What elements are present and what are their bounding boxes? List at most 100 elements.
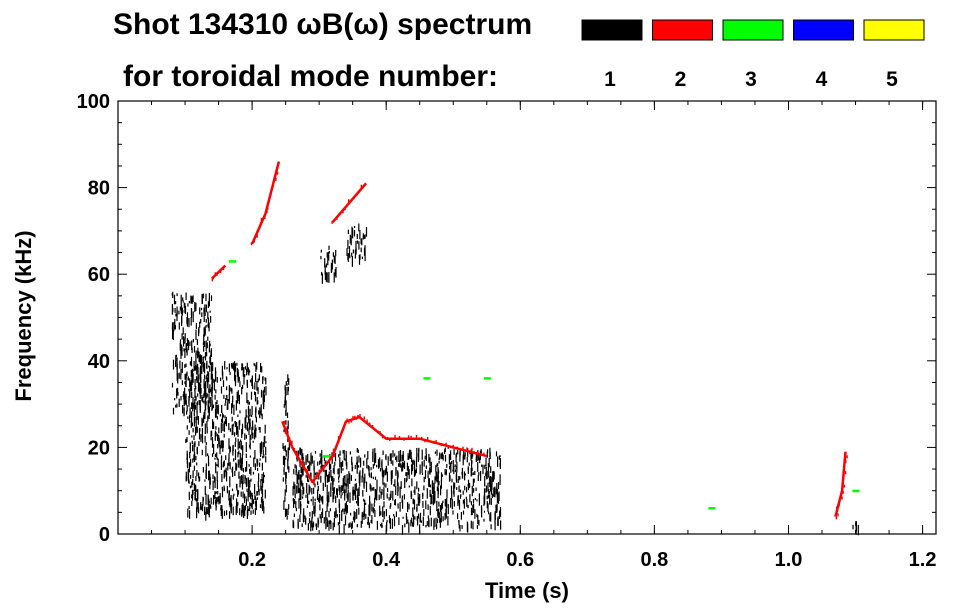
spectral-point-mode-1	[194, 301, 196, 313]
spectral-point-mode-1	[317, 481, 319, 486]
spectral-point-mode-1	[261, 366, 263, 373]
spectral-point-mode-1	[472, 478, 474, 487]
spectral-point-mode-1	[199, 307, 201, 315]
spectral-point-mode-1	[231, 364, 233, 369]
spectral-point-mode-1	[245, 417, 247, 424]
spectral-point-mode-1	[333, 272, 335, 283]
spectral-point-mode-1	[355, 501, 358, 504]
spectral-point-mode-1	[211, 381, 213, 391]
spectral-point-mode-1	[417, 492, 419, 501]
spectral-point-mode-1	[179, 306, 181, 311]
spectral-point-mode-1	[307, 453, 309, 463]
spectral-point-mode-1	[401, 454, 403, 462]
spectral-point-mode-1	[340, 462, 342, 474]
spectral-point-mode-1	[197, 502, 199, 512]
spectral-point-mode-1	[255, 416, 257, 423]
spectral-point-mode-1	[229, 445, 231, 454]
legend-label-5: 5	[886, 68, 898, 91]
spectral-point-mode-1	[334, 511, 336, 518]
spectral-point-mode-1	[471, 460, 473, 468]
spectral-point-mode-1	[332, 468, 334, 474]
mode-2-speck	[270, 192, 272, 196]
spectral-point-mode-1	[466, 486, 468, 493]
spectral-point-mode-1	[197, 393, 199, 397]
spectral-point-mode-1	[213, 421, 215, 429]
spectral-point-mode-1	[208, 470, 210, 481]
spectral-point-mode-1	[408, 451, 411, 459]
mode-2-speck	[435, 439, 437, 443]
spectral-point-mode-1	[284, 389, 286, 400]
spectral-point-mode-1	[212, 502, 214, 505]
spectral-point-mode-1	[356, 524, 358, 528]
spectral-point-mode-1	[207, 301, 209, 309]
spectral-point-mode-1	[181, 315, 183, 324]
spectral-point-mode-1	[195, 385, 197, 390]
spectral-point-mode-1	[342, 460, 344, 467]
spectral-point-mode-1	[386, 493, 388, 499]
mode-2-speck	[291, 440, 293, 444]
spectral-point-mode-1	[402, 499, 404, 509]
spectral-point-mode-1	[343, 449, 345, 460]
spectral-point-mode-1	[237, 394, 239, 401]
spectral-point-mode-1	[195, 426, 197, 430]
spectral-point-mode-1	[207, 455, 210, 467]
spectral-point-mode-1	[212, 404, 214, 408]
spectral-point-mode-1	[333, 465, 335, 475]
spectral-point-mode-1	[284, 496, 286, 502]
mode-2-speck	[342, 210, 344, 214]
mode-2-speck	[325, 463, 327, 466]
spectral-point-mode-1	[436, 449, 438, 456]
mode-2-speck	[299, 460, 301, 464]
spectral-point-mode-1	[230, 387, 232, 392]
spectral-point-mode-1	[354, 249, 356, 259]
spectral-point-mode-1	[298, 487, 300, 493]
spectral-point-mode-1	[307, 465, 310, 471]
spectral-point-mode-1	[489, 494, 491, 505]
spectral-point-mode-1	[294, 464, 296, 469]
spectral-point-mode-1	[399, 502, 401, 512]
spectral-point-mode-1	[457, 513, 459, 520]
mode-2-speck	[216, 272, 218, 276]
spectral-point-mode-1	[458, 485, 460, 492]
spectral-point-mode-1	[436, 518, 439, 524]
spectral-point-mode-1	[201, 435, 204, 444]
spectral-point-mode-1	[179, 360, 181, 369]
spectral-point-mode-1	[455, 453, 457, 463]
spectral-point-mode-1	[193, 403, 195, 409]
spectral-point-mode-1	[325, 460, 327, 465]
spectral-point-mode-1	[328, 245, 330, 250]
spectral-point-mode-1	[192, 478, 194, 486]
y-tick-label: 0	[99, 524, 110, 546]
spectral-point-mode-1	[185, 373, 187, 379]
spectral-point-mode-1	[408, 469, 410, 479]
spectral-point-mode-1	[373, 508, 375, 512]
x-axis: 0.2 0.4 0.6 0.8 1.0 1.2	[151, 101, 936, 571]
spectral-point-mode-1	[213, 443, 215, 455]
x-tick-label: 0.2	[238, 549, 266, 571]
spectral-point-mode-1	[234, 421, 236, 428]
spectral-point-mode-1	[254, 382, 256, 390]
spectral-point-mode-1	[247, 367, 249, 375]
spectral-point-mode-1	[247, 408, 250, 415]
spectral-point-mode-1	[451, 490, 453, 500]
spectral-point-mode-1	[488, 458, 490, 468]
spectral-point-mode-1	[245, 434, 247, 439]
spectral-point-mode-1	[192, 458, 194, 463]
spectral-point-mode-1	[478, 493, 480, 499]
spectral-point-mode-1	[293, 468, 295, 475]
spectral-point-mode-1	[203, 307, 205, 315]
spectral-point-mode-1	[207, 495, 209, 502]
spectral-point-mode-1	[385, 483, 387, 488]
mode-2-speck	[214, 272, 216, 276]
spectral-point-mode-1	[317, 517, 319, 524]
spectral-point-mode-1	[454, 469, 457, 473]
spectral-point-mode-1	[460, 512, 462, 520]
spectral-point-mode-1	[361, 475, 363, 483]
spectral-point-mode-1	[205, 391, 207, 401]
spectral-point-mode-1	[368, 466, 370, 476]
spectral-point-mode-1	[344, 515, 347, 526]
spectral-point-mode-1	[199, 383, 201, 394]
spectral-point-mode-1	[285, 457, 287, 460]
spectral-region-mode-1	[320, 245, 337, 284]
spectral-point-mode-1	[254, 424, 256, 434]
